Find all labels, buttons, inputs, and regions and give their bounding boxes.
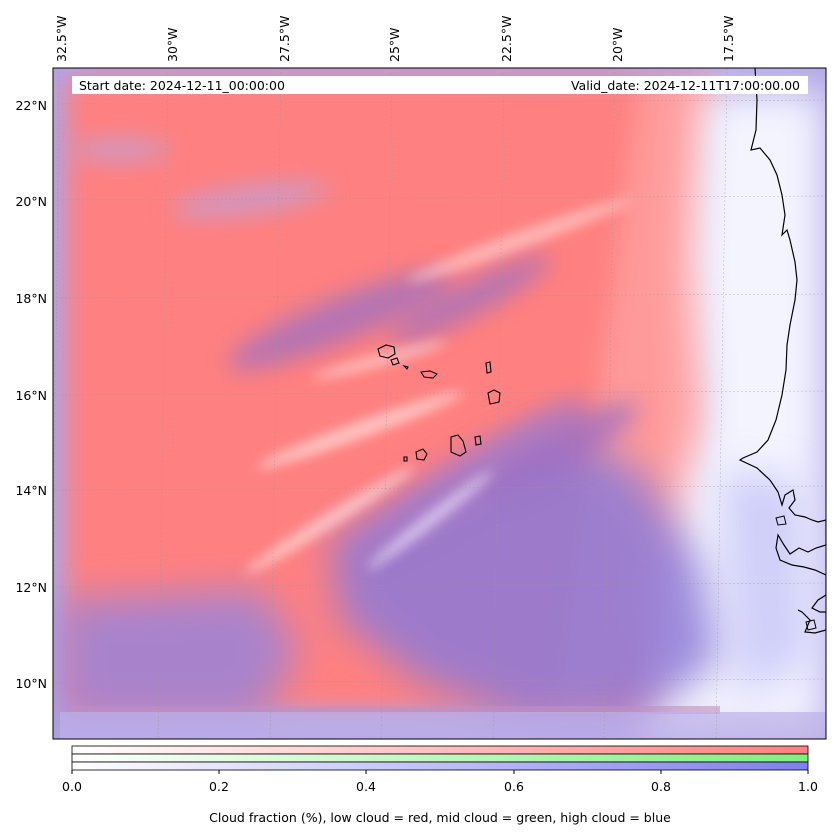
coast-island — [775, 515, 787, 526]
island-outline — [450, 434, 467, 457]
colorbar-caption: Cloud fraction (%), low cloud = red, mid… — [209, 810, 671, 825]
header-bar — [72, 76, 808, 94]
map-frame — [52, 67, 827, 740]
island-outline — [390, 357, 400, 366]
colorbar-tick-label: 1.0 — [798, 779, 818, 794]
graticule — [53, 68, 826, 739]
cloud-streak — [407, 198, 633, 282]
colorbar-tick-label: 0.6 — [504, 779, 524, 794]
domain-boundary-band — [70, 706, 720, 714]
latitude-label: 18°N — [15, 291, 47, 306]
colorbar-tick-marks — [71, 770, 809, 774]
latitude-label: 10°N — [15, 676, 47, 691]
cloud-streak — [245, 466, 415, 574]
map-area: Start date: 2024-12-11_00:00:00 Valid_da… — [53, 68, 826, 739]
colorbar-tick-label: 0.4 — [356, 779, 376, 794]
longitude-label: 17.5°W — [721, 16, 736, 62]
domain-boundary-band — [60, 712, 826, 739]
latitude-label: 20°N — [15, 194, 47, 209]
island-outline — [474, 435, 482, 446]
coast-island — [805, 619, 817, 631]
longitude-label: 30°W — [165, 27, 180, 62]
latitude-label: 12°N — [15, 580, 47, 595]
latitude-label: 16°N — [15, 388, 47, 403]
colorbar-tick-label: 0.8 — [651, 779, 671, 794]
cloud-band — [170, 182, 330, 218]
island-outline — [403, 456, 408, 462]
cloud-band — [390, 255, 550, 345]
island-outline — [420, 370, 438, 379]
longitude-labels: 32.5°W 30°W 27.5°W 25°W 22.5°W 20°W 17.5… — [54, 16, 736, 62]
longitude-label: 32.5°W — [54, 16, 69, 62]
cloud-streak — [366, 470, 494, 570]
longitude-label: 27.5°W — [277, 16, 292, 62]
cloud-band — [481, 401, 639, 499]
colorbar-low-cloud — [71, 745, 809, 755]
colorbar-tick-label: 0.2 — [209, 779, 229, 794]
cloud-streak — [312, 340, 448, 380]
island-outline — [402, 364, 409, 370]
african-coastline — [738, 68, 826, 634]
cloud-band — [354, 397, 586, 563]
latitude-label: 14°N — [15, 483, 47, 498]
valid-date-label: Valid_date: 2024-12-11T17:00:00.00 — [571, 78, 800, 93]
colorbar: 0.0 0.2 0.4 0.6 0.8 1.0 Cloud fraction (… — [62, 745, 818, 825]
cloud-band — [228, 270, 452, 370]
colorbar-mid-cloud — [71, 753, 809, 763]
colorbar-high-cloud — [71, 761, 809, 771]
longitude-label: 22.5°W — [499, 16, 514, 62]
latitude-label: 22°N — [15, 98, 47, 113]
cloud-band — [70, 138, 170, 162]
latitude-labels: 22°N 20°N 18°N 16°N 14°N 12°N 10°N — [15, 98, 47, 691]
longitude-label: 20°W — [610, 27, 625, 62]
cloud-streak — [256, 391, 464, 469]
island-outline — [485, 361, 492, 374]
island-outline — [415, 448, 428, 461]
longitude-label: 25°W — [387, 27, 402, 62]
cape-verde-islands — [377, 344, 501, 462]
start-date-label: Start date: 2024-12-11_00:00:00 — [79, 78, 285, 93]
island-outline — [487, 389, 501, 405]
island-outline — [377, 344, 396, 359]
colorbar-tick-label: 0.0 — [62, 779, 82, 794]
